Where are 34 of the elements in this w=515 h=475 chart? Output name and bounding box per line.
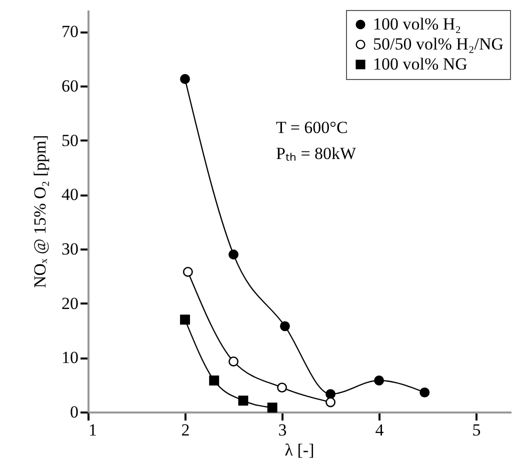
point [182,266,193,277]
y-tick-label: 70 [62,22,78,42]
x-tick-label: 1 [88,420,97,440]
y-tick-label: 40 [62,185,78,204]
y-axis-title: NOₓ @ 15% O₂ [ppm] [30,134,50,288]
legend-label: 50/50 vol% H₂/NG [373,34,504,54]
point [228,356,238,366]
y-tick-label: 30 [62,240,78,259]
point [277,382,288,393]
y-tick-label: 20 [62,294,78,313]
point [374,376,384,386]
y-tick-label: 10 [62,348,78,368]
x-tick-label: 2 [181,420,190,440]
point [238,396,248,406]
point [420,387,430,398]
x-tick-label: 5 [472,420,481,440]
point [267,402,278,413]
y-tick-label: 60 [62,76,78,96]
legend-label: 100 vol% NG [373,54,468,74]
point [180,74,190,84]
point [326,397,336,408]
annotation: T = 600°C [276,118,348,137]
point [280,321,290,332]
y-tick-label: 0 [70,402,78,422]
x-axis-title: λ [-] [284,440,314,460]
y-tick-label: 50 [62,130,78,150]
x-tick-label: 4 [375,420,384,440]
point [209,376,220,386]
point [180,314,190,325]
point [228,249,238,260]
legend-label: 100 vol% H₂ [373,14,462,34]
x-tick-label: 3 [278,420,287,440]
point [326,389,336,400]
annotation: Pₜₕ = 80kW [276,144,358,163]
